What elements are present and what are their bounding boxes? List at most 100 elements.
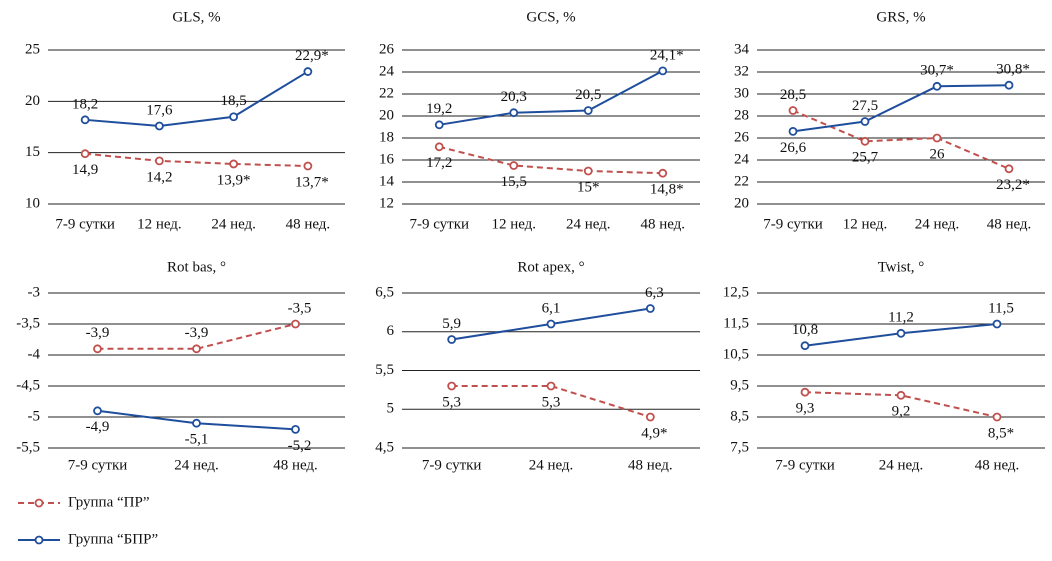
x-tick-label: 24 нед. [915,216,960,232]
data-point [992,319,1002,329]
x-tick-label: 24 нед. [211,216,256,232]
chart-title: Rot bas, ° [167,259,226,275]
x-tick-label: 48 нед. [987,216,1032,232]
data-point [896,390,906,400]
data-point [800,387,810,397]
y-tick-label: 6,5 [375,284,394,300]
data-label: -3,9 [86,325,110,341]
data-label: 23,2* [996,177,1030,193]
y-tick-label: 10,5 [723,346,749,362]
y-tick-label: 5,5 [375,362,394,378]
data-label: 15,5 [501,174,527,190]
x-tick-label: 24 нед. [174,457,219,473]
data-point [788,106,798,115]
x-tick-label: 24 нед. [529,457,574,473]
data-label: 26,6 [780,140,807,156]
data-label: 8,5* [988,425,1014,441]
chart-title: GLS, % [172,9,220,25]
y-tick-label: 26 [379,41,395,57]
y-tick-label: 7,5 [730,439,749,455]
data-label: 14,9 [72,162,98,178]
y-tick-label: -3,5 [16,315,40,331]
data-label: 5,3 [542,394,561,410]
x-tick-label: 7-9 сутки [422,457,482,473]
data-point [860,136,870,146]
y-tick-label: -4 [28,346,41,362]
data-point [645,412,655,422]
series-line [792,109,1010,170]
data-label: 30,7* [920,63,954,79]
data-label: 5,9 [442,316,461,332]
data-label: 15* [577,179,600,195]
data-label: 18,2 [72,96,98,112]
y-tick-label: 12,5 [723,284,749,300]
data-label: 24,1* [650,47,684,63]
data-point [1004,164,1014,174]
data-point [896,328,906,338]
series-line [451,385,651,418]
y-tick-label: 15 [25,144,40,160]
y-tick-label: 6 [387,323,395,339]
data-label: 6,1 [542,300,561,316]
series-line [85,70,309,127]
data-label: 14,2 [146,169,172,185]
x-tick-label: 7-9 сутки [409,216,469,232]
data-point [546,319,556,329]
x-tick-label: 7-9 сутки [55,216,115,232]
y-tick-label: -5,5 [16,439,40,455]
data-point [80,115,90,125]
data-label: 18,5 [221,93,247,109]
y-tick-label: 18 [379,129,394,145]
data-label: 30,8* [996,62,1030,78]
data-point [509,161,519,170]
y-tick-label: -5 [28,408,41,424]
y-tick-label: 24 [734,151,750,167]
y-tick-label: 26 [734,129,750,145]
series-line [85,152,308,168]
data-label: 5,3 [442,394,461,410]
data-point [992,412,1002,422]
data-point [932,81,942,91]
data-point [583,106,593,115]
y-tick-label: 11,5 [723,315,749,331]
data-point [303,161,313,171]
legend-marker [34,535,44,545]
data-point [291,424,300,434]
data-label: 14,8* [650,182,684,198]
data-label: -3,9 [185,325,209,341]
data-label: 11,5 [988,300,1014,316]
series-line [439,70,664,126]
legend-label: Группа “БПР” [68,531,158,547]
x-tick-label: 7-9 сутки [775,457,835,473]
y-tick-label: 5 [387,401,395,417]
data-point [80,149,90,159]
y-tick-label: 24 [379,63,395,79]
y-tick-label: 28 [734,107,749,123]
y-tick-label: 10 [25,195,40,211]
data-label: 22,9* [295,48,329,64]
y-tick-label: 22 [379,85,394,101]
data-label: -5,2 [288,438,312,454]
x-tick-label: 12 нед. [491,216,536,232]
y-tick-label: 20 [25,93,40,109]
x-tick-label: 12 нед. [137,216,182,232]
x-tick-label: 48 нед. [273,457,318,473]
chart-title: Rot apex, ° [517,259,584,275]
data-point [229,112,239,122]
y-tick-label: 32 [734,63,749,79]
series-line [804,391,998,418]
series-line [97,323,296,350]
legend-marker [34,498,44,508]
data-point [1004,80,1014,90]
x-tick-label: 12 нед. [843,216,888,232]
y-tick-label: 14 [379,173,395,189]
x-tick-label: 48 нед. [628,457,673,473]
data-point [447,381,457,391]
y-tick-label: 22 [734,173,749,189]
y-tick-label: 34 [734,41,750,57]
data-label: 4,9* [641,425,667,441]
data-point [645,304,655,313]
data-point [434,120,444,130]
y-tick-label: 16 [379,151,395,167]
